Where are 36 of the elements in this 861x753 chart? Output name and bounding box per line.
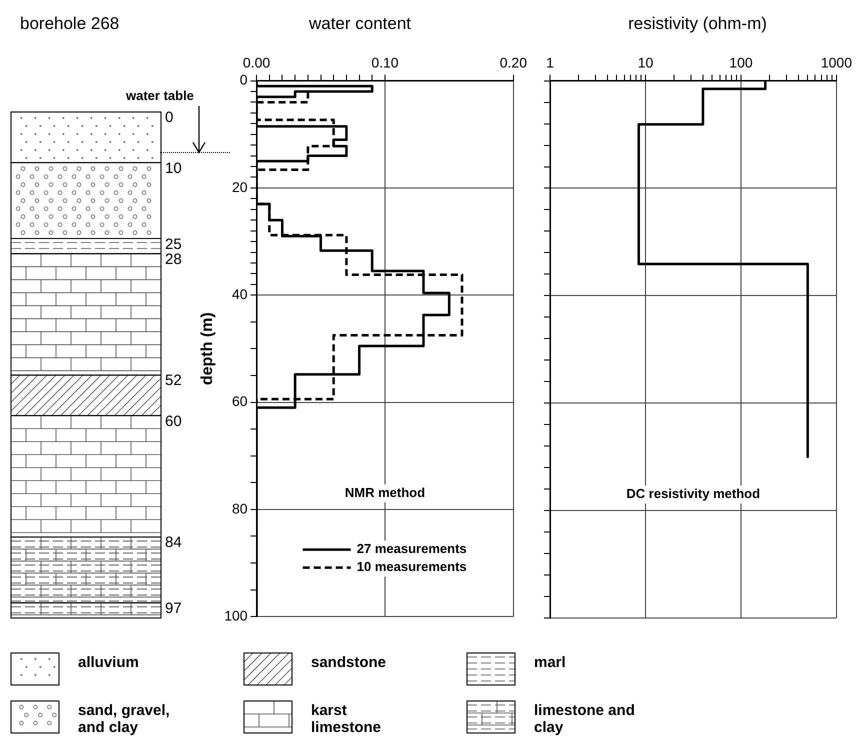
y-axis-title: depth (m) bbox=[199, 312, 216, 386]
x-tick-label: 1 bbox=[546, 54, 554, 70]
text: 60 bbox=[165, 412, 182, 430]
x-tick-label: 100 bbox=[729, 54, 753, 70]
chart-title: water content bbox=[308, 14, 412, 34]
x-tick-label: 1000 bbox=[820, 54, 852, 70]
legend-label: 10 measurements bbox=[356, 559, 467, 574]
y-tick-label: 100 bbox=[224, 607, 248, 624]
annotation: NMR method bbox=[344, 484, 426, 500]
category-label: limestone and clay bbox=[534, 702, 636, 736]
text: 52 bbox=[165, 372, 182, 390]
annotation: DC resistivity method bbox=[626, 486, 760, 502]
y-tick-label: 40 bbox=[232, 286, 248, 302]
x-tick-label: 10 bbox=[638, 54, 654, 70]
x-tick-label: 0.00 bbox=[242, 54, 270, 70]
text: borehole 268 bbox=[20, 14, 120, 34]
text: 0 bbox=[165, 109, 174, 126]
text: 25 bbox=[165, 236, 182, 252]
y-tick-label: 80 bbox=[232, 500, 248, 516]
y-tick-label: 60 bbox=[232, 393, 248, 410]
category-label: sandstone bbox=[311, 654, 388, 671]
text: 28 bbox=[165, 250, 182, 268]
text: water table bbox=[126, 88, 194, 103]
category-label: karst limestone bbox=[311, 702, 382, 736]
text: 84 bbox=[165, 534, 182, 552]
category-label: alluvium bbox=[78, 654, 140, 671]
x-tick-label: 0.20 bbox=[500, 54, 528, 70]
category-label: sand, gravel, and clay bbox=[78, 702, 171, 736]
chart-title: resistivity (ohm-m) bbox=[627, 14, 768, 34]
y-tick-label: 20 bbox=[232, 178, 248, 195]
category-label: marl bbox=[534, 654, 567, 671]
x-tick-label: 0.10 bbox=[371, 54, 399, 70]
text: 10 bbox=[165, 160, 182, 177]
legend-label: 27 measurements bbox=[356, 541, 467, 556]
y-tick-label: 0 bbox=[240, 72, 248, 88]
text: 97 bbox=[165, 600, 182, 617]
